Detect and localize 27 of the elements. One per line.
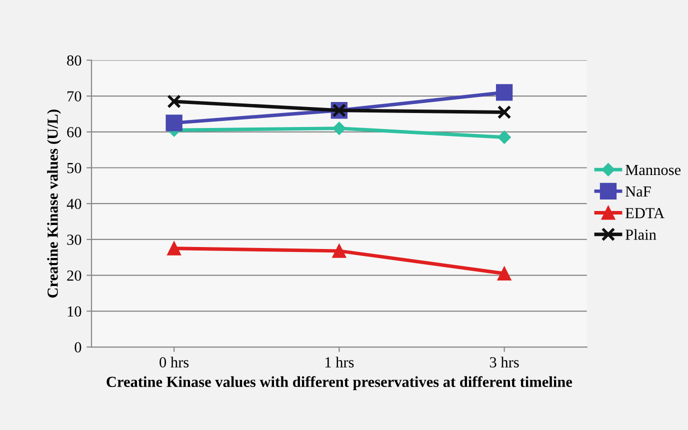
point: [496, 84, 513, 101]
y-tick-label: 70: [68, 91, 82, 102]
point: [497, 266, 512, 280]
point: [498, 130, 511, 144]
y-tick-label: 10: [68, 306, 82, 317]
y-tick-label: 30: [67, 234, 82, 245]
y-tick-label: 40: [66, 198, 82, 210]
legend-label: Plain: [626, 229, 656, 240]
legend-label: EDTA: [626, 208, 664, 218]
x-tick-label: 1 hrs: [325, 356, 354, 368]
point: [167, 94, 182, 108]
x-tick-label: 0 hrs: [160, 356, 189, 368]
point: [332, 122, 346, 135]
x-axis-title: Creatine Kinase values with different preservatives at different timeline: [106, 376, 572, 390]
x-tick-label: 3 hrs: [490, 356, 519, 368]
point: [166, 114, 182, 132]
y-tick-label: 20: [67, 270, 82, 281]
y-axis-title: Creatine Kinase values (U/L): [47, 110, 61, 298]
y-tick-label: 60: [67, 127, 82, 138]
y-tick-label: 0: [74, 342, 82, 352]
legend-label: NaF: [626, 186, 651, 197]
point: [497, 105, 512, 120]
point: [332, 244, 346, 258]
y-tick-label: 80: [67, 55, 82, 66]
point: [167, 241, 182, 256]
legend-label: Mannose: [626, 164, 681, 176]
y-tick-label: 50: [67, 162, 82, 174]
